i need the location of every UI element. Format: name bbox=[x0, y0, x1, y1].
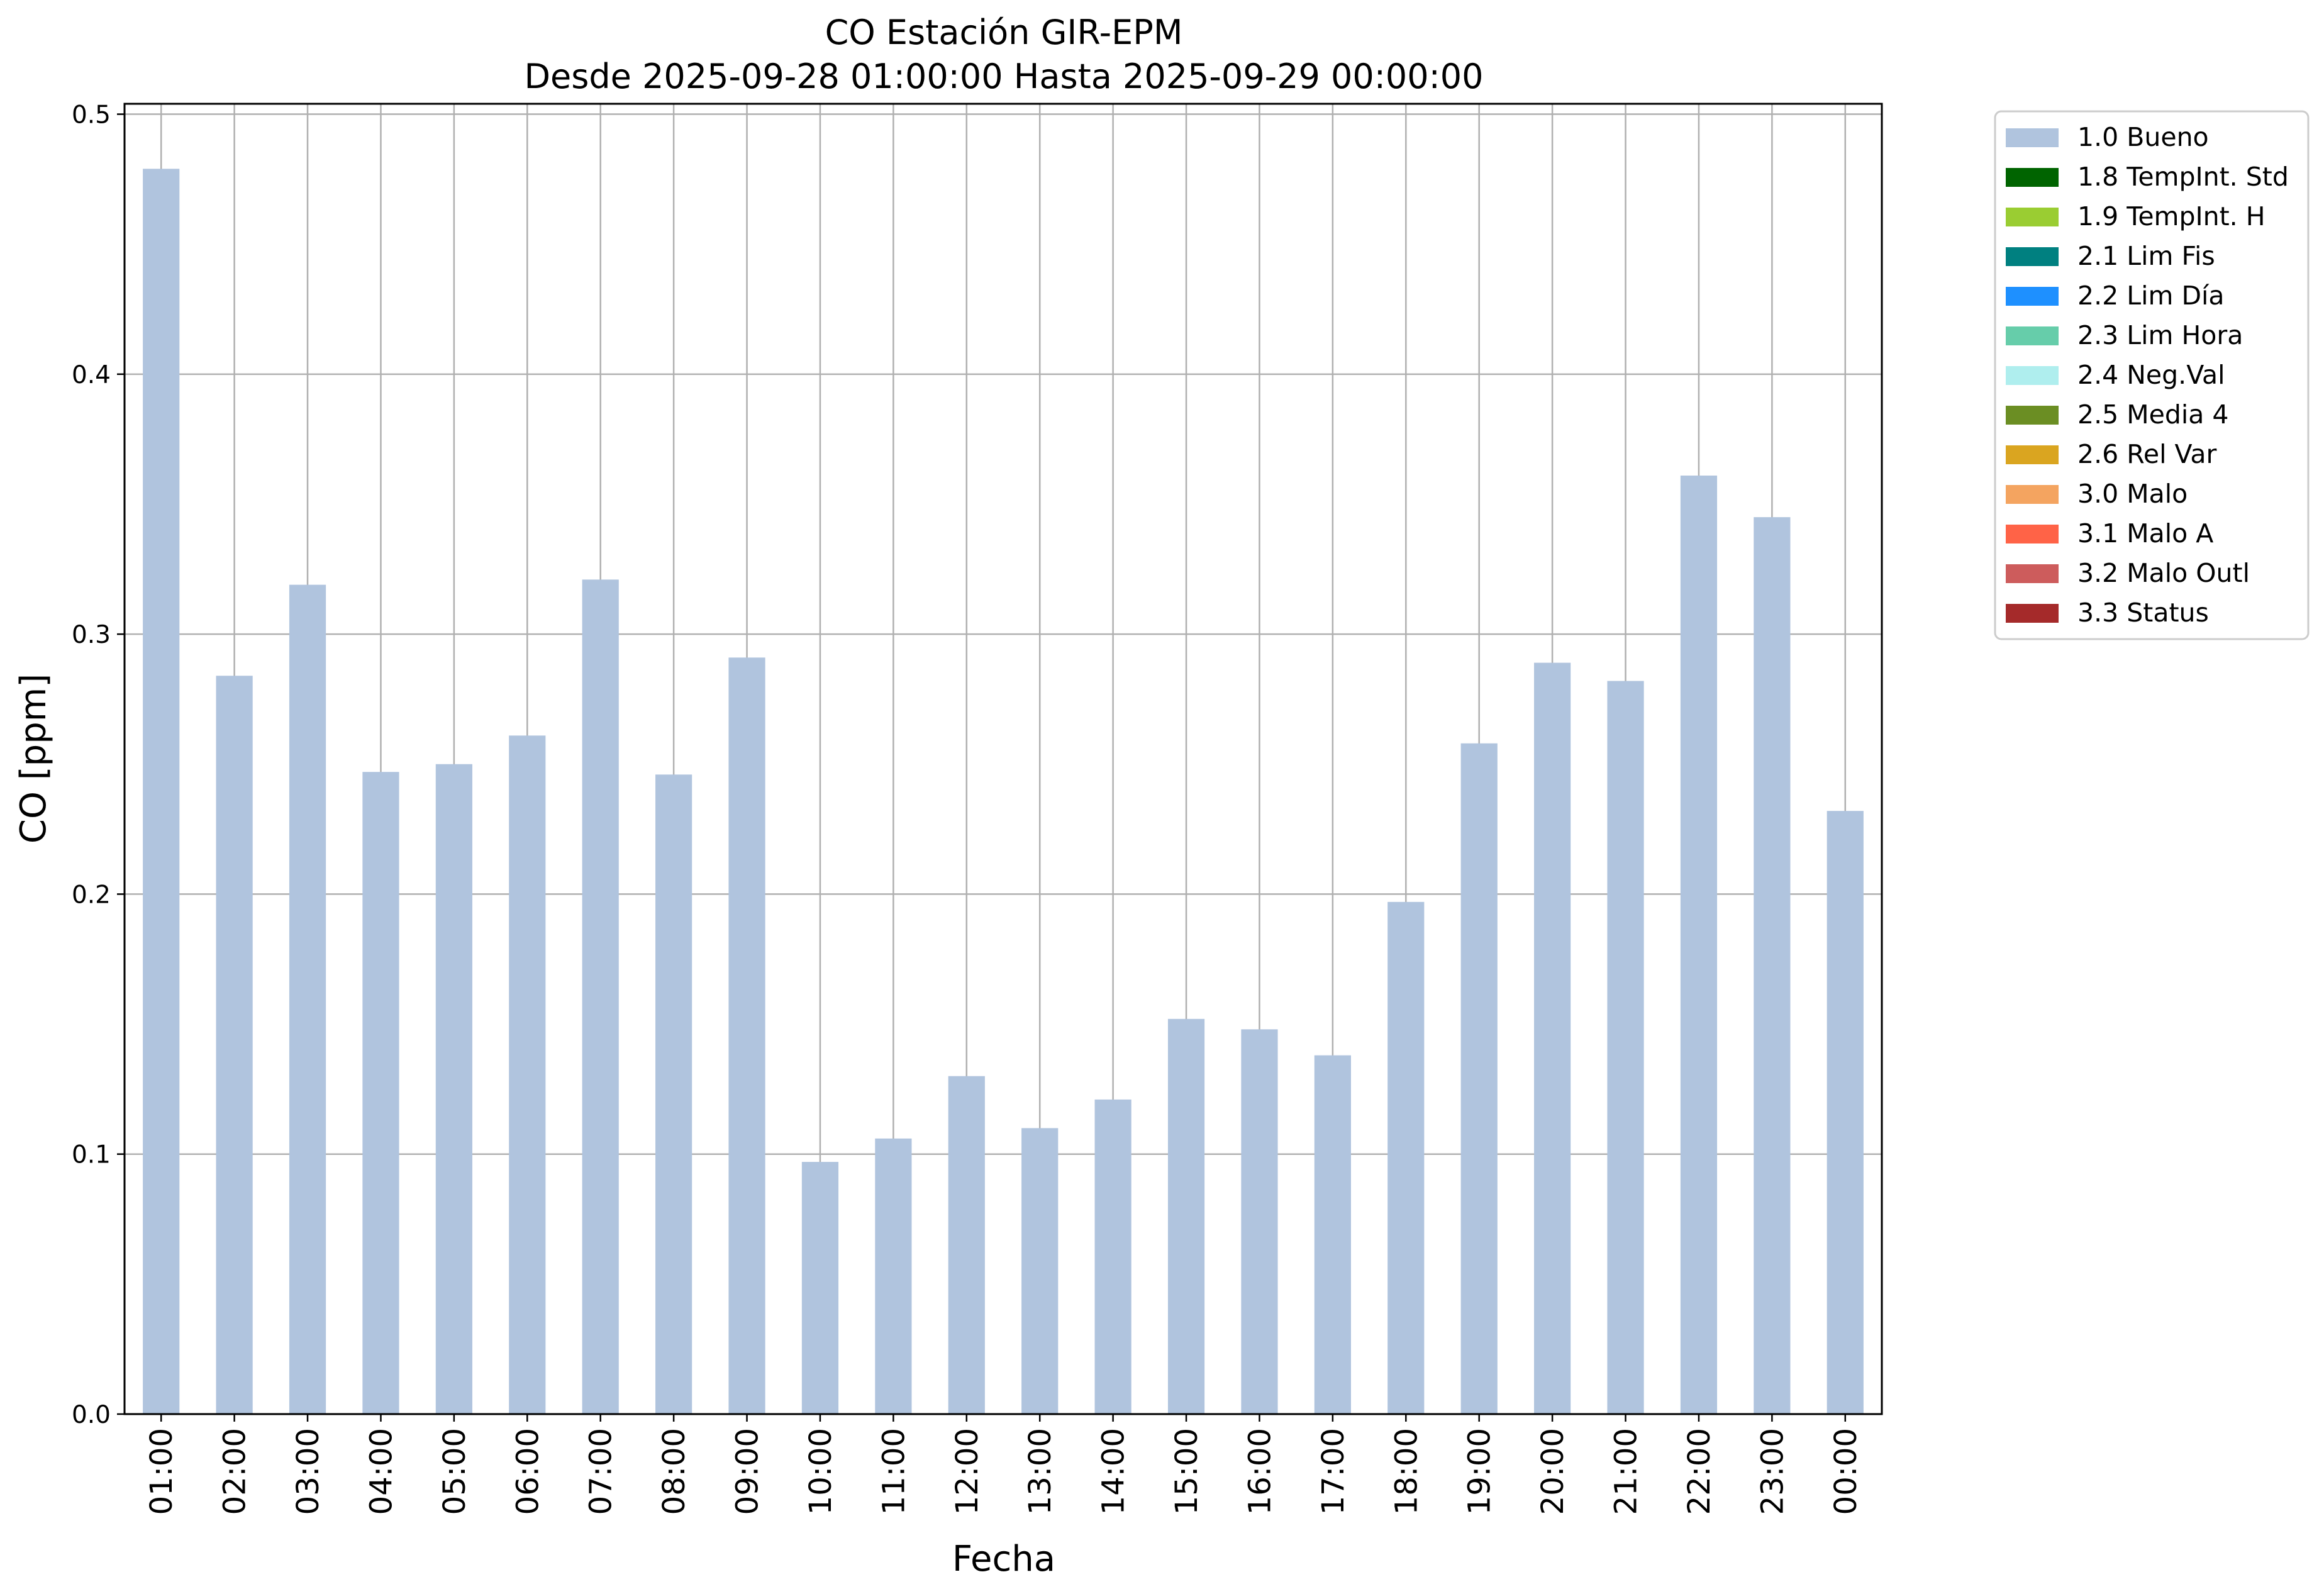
legend-label: 3.3 Status bbox=[2077, 598, 2209, 628]
plot-frame bbox=[123, 103, 1883, 1415]
legend-swatch bbox=[2006, 445, 2059, 464]
legend-swatch bbox=[2006, 604, 2059, 623]
y-axis-label: CO [ppm] bbox=[13, 674, 54, 844]
x-tick-label: 04:00 bbox=[364, 1428, 399, 1515]
legend-label: 2.4 Neg.Val bbox=[2077, 360, 2225, 390]
legend-swatch bbox=[2006, 366, 2059, 385]
x-tick-label: 02:00 bbox=[218, 1428, 253, 1515]
bar bbox=[728, 657, 765, 1414]
bars bbox=[143, 169, 1864, 1414]
legend-label: 2.1 Lim Fis bbox=[2077, 241, 2215, 271]
chart-title-line-1: CO Estación GIR-EPM bbox=[825, 13, 1183, 52]
legend-label: 2.3 Lim Hora bbox=[2077, 320, 2243, 350]
x-tick-label: 09:00 bbox=[730, 1428, 765, 1515]
x-tick-label: 06:00 bbox=[510, 1428, 545, 1515]
x-tick-label: 12:00 bbox=[950, 1428, 985, 1515]
x-tick-label: 20:00 bbox=[1535, 1428, 1571, 1515]
bar bbox=[875, 1138, 912, 1414]
legend-frame bbox=[1994, 110, 2310, 640]
y-tick-label: 0.4 bbox=[72, 361, 111, 389]
legend-swatch bbox=[2006, 326, 2059, 345]
y-tick-label: 0.3 bbox=[72, 621, 111, 649]
bar bbox=[362, 772, 399, 1414]
bar bbox=[143, 169, 180, 1414]
y-axis: 0.0 0.1 0.2 0.3 0.4 0.5 bbox=[72, 101, 125, 1429]
x-tick-label: 07:00 bbox=[584, 1428, 619, 1515]
x-tick-label: 14:00 bbox=[1096, 1428, 1131, 1515]
bar bbox=[1241, 1029, 1278, 1414]
legend-label: 3.1 Malo A bbox=[2077, 518, 2213, 549]
bar bbox=[655, 774, 692, 1414]
legend-label: 3.2 Malo Outl bbox=[2077, 558, 2250, 588]
bar bbox=[1754, 517, 1791, 1414]
bar bbox=[1387, 901, 1425, 1414]
y-tick-label: 0.0 bbox=[72, 1401, 111, 1429]
x-tick-label: 17:00 bbox=[1316, 1428, 1351, 1515]
legend-swatch bbox=[2006, 168, 2059, 187]
bar bbox=[1826, 811, 1864, 1414]
bar bbox=[1680, 476, 1718, 1414]
x-tick-label: 19:00 bbox=[1462, 1428, 1498, 1515]
bar bbox=[801, 1162, 839, 1414]
x-tick-label: 00:00 bbox=[1828, 1428, 1864, 1515]
legend-swatch bbox=[2006, 247, 2059, 266]
legend-swatch bbox=[2006, 564, 2059, 583]
bar bbox=[1607, 681, 1644, 1414]
legend-swatch bbox=[2006, 485, 2059, 504]
bar bbox=[1534, 662, 1571, 1414]
bar bbox=[948, 1076, 985, 1414]
y-tick-label: 0.2 bbox=[72, 881, 111, 909]
x-tick-label: 18:00 bbox=[1389, 1428, 1424, 1515]
legend-swatch bbox=[2006, 208, 2059, 226]
legend-swatch bbox=[2006, 525, 2059, 543]
bar bbox=[435, 764, 472, 1414]
bar bbox=[1314, 1055, 1351, 1414]
x-tick-label: 13:00 bbox=[1023, 1428, 1058, 1515]
chart-title-line-2: Desde 2025-09-28 01:00:00 Hasta 2025-09-… bbox=[524, 57, 1483, 96]
legend-label: 2.5 Media 4 bbox=[2077, 399, 2229, 430]
y-tick-label: 0.1 bbox=[72, 1141, 111, 1169]
bar bbox=[216, 676, 253, 1414]
x-tick-label: 03:00 bbox=[291, 1428, 326, 1515]
bar bbox=[582, 579, 619, 1414]
legend-label: 2.2 Lim Día bbox=[2077, 281, 2225, 311]
legend-label: 1.8 TempInt. Std bbox=[2077, 162, 2289, 192]
bar bbox=[1167, 1018, 1205, 1414]
x-tick-label: 01:00 bbox=[144, 1428, 179, 1515]
x-axis: 01:00 02:00 03:00 04:00 05:00 06:00 07:00 08:00… bbox=[144, 1414, 1864, 1515]
x-tick-label: 21:00 bbox=[1609, 1428, 1644, 1515]
bar bbox=[1460, 743, 1498, 1414]
legend-label: 1.0 Bueno bbox=[2077, 122, 2209, 152]
y-tick-label: 0.5 bbox=[72, 101, 111, 130]
legend-swatch bbox=[2006, 406, 2059, 425]
bar bbox=[509, 735, 546, 1414]
x-tick-label: 11:00 bbox=[876, 1428, 911, 1515]
bar bbox=[1021, 1128, 1059, 1414]
x-tick-label: 05:00 bbox=[437, 1428, 472, 1515]
x-tick-label: 08:00 bbox=[657, 1428, 692, 1515]
bar bbox=[289, 584, 326, 1414]
legend-swatch bbox=[2006, 128, 2059, 147]
x-tick-label: 23:00 bbox=[1755, 1428, 1790, 1515]
x-tick-label: 22:00 bbox=[1682, 1428, 1717, 1515]
legend-label: 2.6 Rel Var bbox=[2077, 439, 2217, 469]
x-tick-label: 16:00 bbox=[1242, 1428, 1277, 1515]
x-tick-label: 15:00 bbox=[1169, 1428, 1204, 1515]
x-tick-label: 10:00 bbox=[803, 1428, 838, 1515]
legend-swatch bbox=[2006, 287, 2059, 306]
legend: 1.0 Bueno 1.8 TempInt. Std 1.9 TempInt. H 2… bbox=[1994, 110, 2310, 640]
legend-label: 3.0 Malo bbox=[2077, 479, 2188, 509]
x-axis-label: Fecha bbox=[952, 1539, 1055, 1580]
bar bbox=[1094, 1099, 1131, 1414]
legend-label: 1.9 TempInt. H bbox=[2077, 201, 2266, 231]
